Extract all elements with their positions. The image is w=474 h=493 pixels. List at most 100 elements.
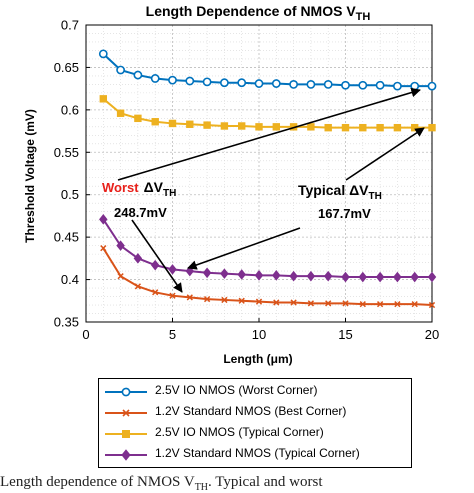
y-tick-label: 0.45 [54, 230, 79, 245]
data-point [341, 80, 350, 90]
data-point [410, 271, 419, 283]
data-point [168, 119, 177, 128]
series-3 [99, 214, 437, 283]
worst-arrow-1 [117, 87, 421, 181]
data-point [376, 301, 384, 308]
data-point [220, 268, 229, 279]
x-tick-label: 0 [82, 327, 89, 342]
data-point [186, 120, 194, 128]
data-point [307, 123, 315, 131]
data-point [150, 74, 160, 83]
y-tick-label: 0.35 [54, 315, 79, 330]
data-point [392, 81, 402, 91]
chart-title: Length Dependence of NMOS VTH [146, 3, 371, 23]
series-0 [98, 49, 437, 91]
data-point [186, 294, 193, 301]
x-tick-label: 15 [338, 327, 352, 342]
data-point [134, 283, 142, 290]
legend-item: 2.5V IO NMOS (Worst Corner) [99, 381, 409, 401]
data-point [376, 123, 384, 132]
typical-annotation: Typical ΔVTH [298, 182, 382, 202]
worst-annotation: Worst ΔVTH [102, 179, 176, 199]
x-tick-label: 10 [252, 327, 266, 342]
figure-caption: Length dependence of NMOS VTH. Typical a… [0, 474, 323, 493]
worst-value: 248.7mV [114, 205, 167, 220]
series-2 [99, 95, 436, 132]
data-point [98, 49, 108, 59]
typical-arrow-2 [187, 227, 301, 270]
series-line [102, 218, 432, 279]
data-point [219, 78, 229, 88]
y-tick-label: 0.7 [61, 18, 79, 33]
data-point [306, 80, 316, 89]
legend-item: 2.5V IO NMOS (Typical Corner) [99, 423, 409, 443]
data-point [290, 299, 297, 306]
legend-swatch [105, 430, 147, 438]
legend-label: 1.2V Standard NMOS (Best Corner) [155, 404, 347, 418]
data-point [411, 301, 418, 308]
legend-label: 2.5V IO NMOS (Worst Corner) [155, 383, 318, 397]
y-tick-label: 0.4 [61, 272, 79, 287]
data-point [341, 123, 350, 132]
data-point [99, 214, 108, 225]
data-point [238, 297, 245, 304]
data-point [255, 298, 263, 305]
data-point [359, 123, 367, 132]
data-point [323, 270, 333, 282]
data-point [410, 81, 420, 91]
x-tick-label: 20 [425, 327, 439, 342]
legend-swatch [105, 409, 147, 417]
data-point [202, 267, 212, 279]
data-point [428, 123, 436, 132]
data-point [168, 75, 177, 85]
x-axis-label: Length (μm) [223, 352, 292, 366]
data-point [116, 240, 125, 251]
data-point [289, 270, 298, 282]
y-axis-label: Threshold Voltage (mV) [23, 109, 37, 243]
y-tick-label: 0.6 [61, 102, 79, 117]
y-tick-label: 0.65 [54, 60, 79, 75]
data-point [169, 292, 176, 299]
data-point [151, 118, 159, 126]
typical-arrow-1 [345, 127, 425, 181]
data-point [271, 79, 281, 88]
legend-swatch [105, 449, 147, 461]
typical-value: 167.7mV [318, 206, 371, 221]
data-point [341, 271, 350, 283]
legend-label: 2.5V IO NMOS (Typical Corner) [155, 425, 324, 439]
axis-ticks: 0 5 10 15 20 0.35 0.4 0.45 0.5 0.55 0.6 0.65 0.7 [54, 18, 440, 343]
data-point [117, 273, 124, 280]
data-point [393, 123, 402, 132]
data-point [203, 295, 211, 303]
data-point [272, 123, 281, 131]
data-point [168, 264, 177, 275]
legend-item: 1.2V Standard NMOS (Typical Corner) [99, 444, 409, 464]
data-point [254, 270, 264, 281]
worst-arrow-2 [131, 219, 183, 293]
data-point [99, 95, 107, 103]
series-1 [100, 245, 436, 309]
data-point [133, 253, 143, 264]
annotation-arrows [117, 87, 425, 293]
data-point [116, 65, 125, 75]
data-point [116, 109, 125, 117]
data-point [185, 76, 195, 86]
series-layer [98, 49, 437, 309]
data-point [133, 70, 143, 80]
data-point [272, 270, 281, 281]
data-point [237, 78, 247, 88]
data-point [323, 80, 333, 89]
data-point [220, 122, 229, 130]
data-point [325, 300, 332, 307]
legend-label: 1.2V Standard NMOS (Typical Corner) [155, 446, 360, 460]
data-point [427, 81, 437, 91]
data-point [375, 271, 385, 283]
data-point [428, 301, 436, 309]
y-tick-label: 0.5 [61, 187, 79, 202]
x-tick-label: 5 [169, 327, 176, 342]
data-point [342, 300, 349, 307]
data-point [394, 301, 401, 308]
y-tick-label: 0.55 [54, 145, 79, 160]
data-point [393, 271, 402, 283]
